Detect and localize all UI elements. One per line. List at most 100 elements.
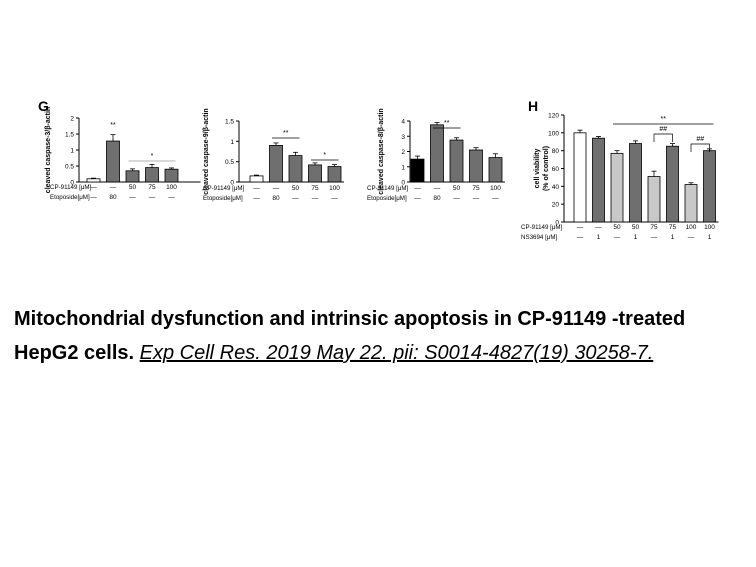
bar (410, 158, 425, 183)
bar (269, 144, 283, 183)
bar (469, 149, 483, 183)
row-label: CP-91149 [μM] (521, 224, 563, 231)
row-value: 1 (597, 234, 601, 241)
row-value: — (614, 234, 621, 241)
row-value: — (651, 234, 658, 241)
y-tick-label: 60 (552, 166, 560, 173)
row-value: — (577, 224, 584, 231)
row-value: — (414, 195, 421, 202)
y-tick-label: 0 (230, 180, 234, 187)
y-tick-label: 20 (552, 202, 560, 209)
row-value: 80 (433, 195, 441, 202)
y-tick-label: 0.5 (65, 164, 74, 171)
y-tick-label: 0 (401, 180, 405, 187)
row-value: — (90, 194, 97, 201)
significance-label: * (151, 153, 154, 160)
y-tick-label: 80 (552, 148, 560, 155)
row-value: — (312, 195, 319, 202)
y-tick-label: 120 (548, 113, 559, 120)
y-tick-label: 1 (230, 139, 234, 146)
bar (573, 132, 587, 223)
row-label: CP-91149 [μM] (50, 184, 92, 191)
row-value: — (168, 194, 175, 201)
row-value: 75 (472, 185, 480, 192)
caption-title: Mitochondrial dysfunction and intrinsic … (14, 308, 686, 364)
row-value: 100 (704, 224, 715, 231)
row-value: — (149, 194, 156, 201)
row-label: CP-91149 [μM] (367, 185, 409, 192)
row-value: — (292, 195, 299, 202)
row-label: Etoposide[μM] (367, 195, 407, 202)
y-tick-label: 3 (401, 134, 405, 141)
row-value: — (414, 185, 421, 192)
bar (449, 139, 464, 183)
bar (106, 140, 120, 183)
row-value: — (90, 184, 97, 191)
y-tick-label: 1.5 (225, 119, 234, 126)
y-tick-label: 100 (548, 130, 559, 137)
significance-label: * (323, 152, 326, 159)
row-value: 1 (671, 234, 675, 241)
row-value: — (110, 184, 117, 191)
row-value: 100 (166, 184, 177, 191)
row-value: 50 (129, 184, 137, 191)
bar (125, 170, 140, 183)
bar (647, 176, 661, 223)
row-value: — (492, 195, 499, 202)
y-axis-label: cleaved caspase-3/β-actin (45, 107, 52, 193)
y-axis-label: cleaved caspase-9/β-actin (203, 108, 210, 194)
bar (592, 137, 605, 223)
citation-link[interactable]: Exp Cell Res. 2019 May 22. pii: S0014-48… (139, 342, 654, 364)
row-value: — (253, 195, 260, 202)
row-value: 50 (292, 185, 300, 192)
row-value: — (129, 194, 136, 201)
significance-label: ## (696, 136, 704, 143)
y-tick-label: 4 (401, 119, 405, 126)
row-value: 50 (632, 224, 640, 231)
significance-bracket (690, 143, 710, 152)
panel-label-g: G (38, 98, 49, 114)
row-value: — (331, 195, 338, 202)
significance-label: ## (659, 126, 667, 133)
y-tick-label: 1 (70, 148, 74, 155)
row-value: 80 (272, 195, 280, 202)
y-tick-label: 1.5 (65, 132, 74, 139)
figure-caption: Mitochondrial dysfunction and intrinsic … (14, 302, 749, 370)
row-value: 100 (490, 185, 501, 192)
row-value: — (253, 185, 260, 192)
y-axis-label: cleaved caspase-8/β-actin (378, 108, 385, 194)
row-label: Etoposide[μM] (50, 194, 90, 201)
row-value: 1 (634, 234, 638, 241)
row-value: 50 (613, 224, 621, 231)
y-tick-label: 0.5 (225, 159, 234, 166)
row-label: CP-91149 [μM] (203, 185, 245, 192)
y-tick-label: 40 (552, 184, 560, 191)
row-value: — (688, 234, 695, 241)
bar (249, 175, 264, 183)
bar (164, 168, 179, 183)
bar (684, 184, 698, 223)
bar (288, 155, 303, 183)
bar (629, 143, 642, 223)
y-tick-label: 0 (70, 180, 74, 187)
row-value: — (577, 234, 584, 241)
y-axis-label: cell viability (534, 149, 541, 189)
row-label: Etoposide[μM] (203, 195, 243, 202)
significance-label: ** (444, 120, 450, 127)
row-value: — (453, 195, 460, 202)
significance-label: ** (110, 122, 116, 129)
significance-label: ** (661, 116, 667, 123)
row-value: 75 (311, 185, 319, 192)
row-value: 100 (686, 224, 697, 231)
row-value: — (473, 195, 480, 202)
y-tick-label: 2 (401, 149, 405, 156)
row-value: 75 (650, 224, 658, 231)
chart-4: 0 20 40 60 80 100 120 cell viability (% of contr… (521, 113, 719, 241)
chart-3: 0 1 2 3 4 cleaved caspase-8/β-actin ** CP-91149… (367, 108, 505, 202)
y-tick-label: 1 (401, 164, 405, 171)
row-value: 100 (329, 185, 340, 192)
